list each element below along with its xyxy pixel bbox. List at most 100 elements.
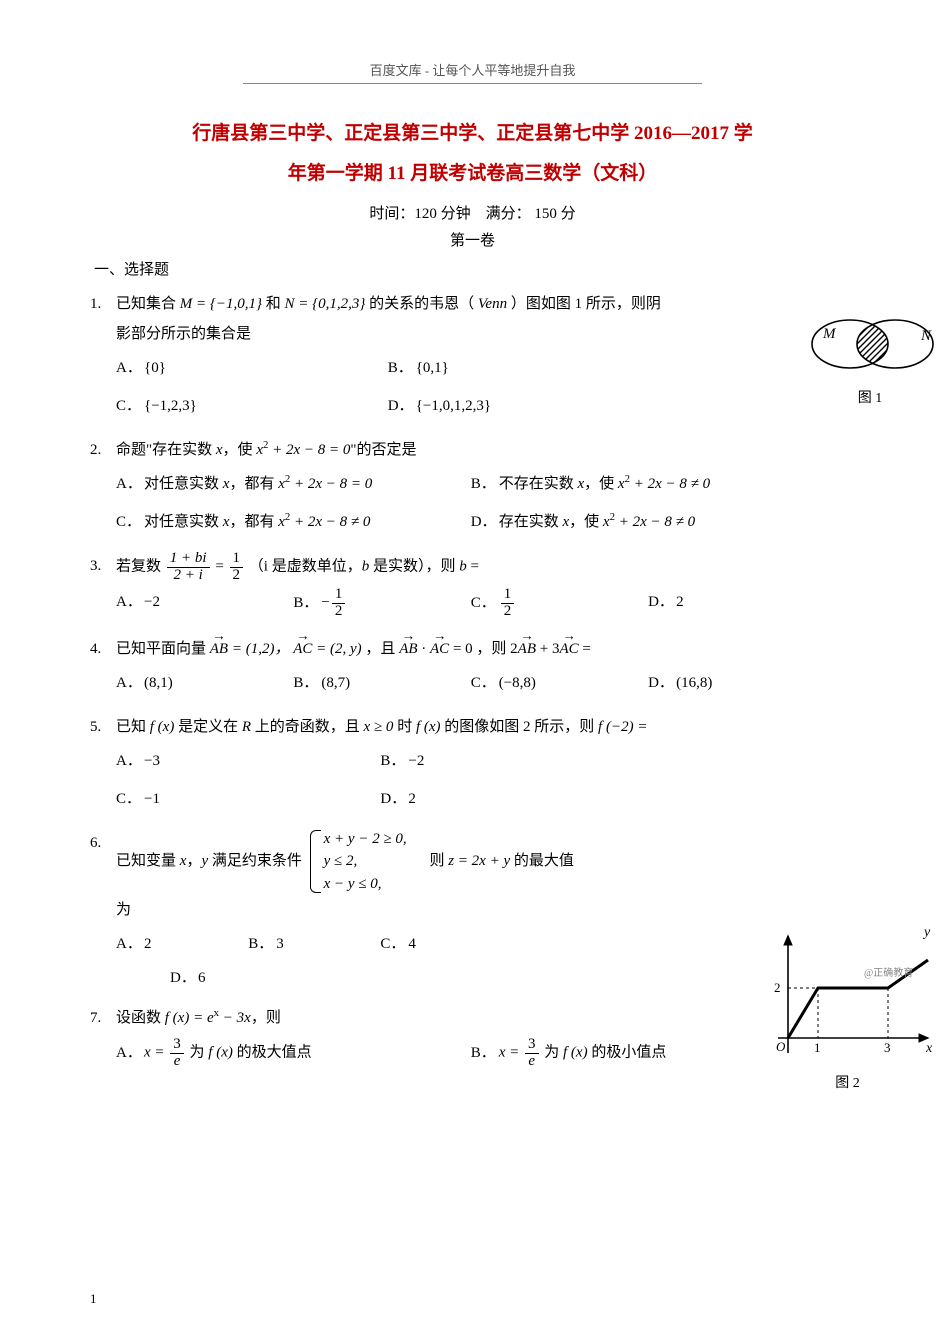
q4-plus: + bbox=[536, 641, 552, 657]
q2-a-t2: ，都有 bbox=[229, 476, 278, 492]
q5-options: A．−3 B．−2 C．−1 D．2 bbox=[116, 742, 667, 818]
q4-2: 2 bbox=[510, 641, 518, 657]
graph-tick-3: 3 bbox=[884, 1040, 891, 1055]
q4-a: 已知平面向量 bbox=[116, 641, 210, 657]
label-a: A． bbox=[116, 746, 144, 776]
q5-c-val: −1 bbox=[144, 791, 160, 807]
label-b: B． bbox=[471, 469, 499, 499]
label-c: C． bbox=[471, 668, 499, 698]
q6-b: ， bbox=[186, 853, 201, 869]
q6-z: z = 2x + y bbox=[448, 853, 510, 869]
q5-fn2: f (−2) = bbox=[598, 719, 647, 735]
q7-b-t1: 为 bbox=[541, 1045, 564, 1061]
label-a: A． bbox=[116, 587, 144, 617]
q4-options: A．(8,1) B．(8,7) C．(−8,8) D．(16,8) bbox=[116, 664, 855, 702]
q7-a-t2: 的极大值点 bbox=[233, 1045, 312, 1061]
q2-opt-d: D．存在实数 x，使 x2 + 2x − 8 ≠ 0 bbox=[471, 507, 826, 537]
venn-diagram-svg: M N bbox=[795, 316, 945, 378]
q1-set-n: N = {0,1,2,3} bbox=[285, 296, 366, 312]
q5-opt-b: B．−2 bbox=[380, 746, 644, 776]
q7-b-xeq: x = bbox=[499, 1045, 523, 1061]
doc-title-line2: 年第一学期 11 月联考试卷高三数学（文科） bbox=[90, 154, 855, 194]
q2-d-t1: 存在实数 bbox=[499, 514, 563, 530]
q7-a: 设函数 bbox=[116, 1010, 165, 1026]
q3-rhs-frac: 12 bbox=[230, 551, 244, 584]
q4-vec-ab: AB bbox=[210, 634, 228, 664]
q6-c-val: 4 bbox=[408, 936, 416, 952]
label-a: A． bbox=[116, 469, 144, 499]
question-2: 2. 命题"存在实数 x，使 x2 + 2x − 8 = 0"的否定是 A．对任… bbox=[90, 435, 855, 541]
q5-number: 5. bbox=[90, 712, 116, 742]
figure-1-label: 图 1 bbox=[795, 387, 945, 407]
q3-lhs-frac: 1 + bi2 + i bbox=[167, 551, 210, 584]
label-d: D． bbox=[648, 668, 676, 698]
q6-d-val: 6 bbox=[198, 970, 206, 986]
q2-a-eq: x2 + 2x − 8 = 0 bbox=[278, 476, 372, 492]
q4-c: ，则 bbox=[476, 641, 510, 657]
q7-b-frac: 3e bbox=[525, 1037, 539, 1070]
q6-opt-b: B．3 bbox=[248, 929, 380, 959]
q4-ab-val: = (1,2)， bbox=[228, 641, 289, 657]
q7-opt-a: A．x = 3e 为 f (x) 的极大值点 bbox=[116, 1037, 471, 1070]
q1-text-d: ）图如图 1 所示，则阴 bbox=[511, 296, 661, 312]
q6-a-val: 2 bbox=[144, 936, 152, 952]
q1-number: 1. bbox=[90, 289, 116, 319]
q7-fx: f (x) = ex − 3x bbox=[165, 1010, 251, 1026]
q4-opt-d: D．(16,8) bbox=[648, 668, 825, 698]
label-d: D． bbox=[380, 784, 408, 814]
q3-b-pre: − bbox=[321, 595, 329, 611]
q4-b-val: (8,7) bbox=[321, 675, 350, 691]
q3-a-val: −2 bbox=[144, 594, 160, 610]
q3-body: 若复数 1 + bi2 + i = 12 （i 是虚数单位，b 是实数），则 b… bbox=[116, 551, 855, 584]
q6-sys2: y ≤ 2, bbox=[324, 850, 407, 873]
header-underline bbox=[243, 83, 702, 84]
q4-eqq: = bbox=[579, 641, 591, 657]
q4-vec-ac: AC bbox=[293, 634, 312, 664]
q6-number: 6. bbox=[90, 828, 116, 858]
q2-b: ，使 bbox=[223, 442, 257, 458]
q7-b: ，则 bbox=[251, 1010, 281, 1026]
graph-y-label: y bbox=[922, 928, 931, 940]
label-b: B． bbox=[293, 588, 321, 618]
venn-m-label: M bbox=[822, 326, 837, 342]
q4-ab3: AB bbox=[518, 634, 536, 664]
q1-d-val: {−1,0,1,2,3} bbox=[416, 398, 491, 414]
figure-1-venn: M N 图 1 bbox=[795, 316, 945, 407]
label-c: C． bbox=[116, 507, 144, 537]
section-1-label: 一、选择题 bbox=[94, 258, 855, 279]
q3-b-frac: 12 bbox=[332, 587, 346, 620]
graph-tick-2y: 2 bbox=[774, 980, 781, 995]
label-b: B． bbox=[248, 929, 276, 959]
q1-c-val: {−1,2,3} bbox=[144, 398, 197, 414]
q2-a: 命题"存在实数 bbox=[116, 442, 216, 458]
q4-ac2: AC bbox=[430, 634, 449, 664]
q1-text-b: 和 bbox=[266, 296, 285, 312]
page-number: 1 bbox=[90, 1291, 97, 1307]
q7-options: A．x = 3e 为 f (x) 的极大值点 B．x = 3e 为 f (x) … bbox=[116, 1033, 855, 1074]
question-1: 1. 已知集合 M = {−1,0,1} 和 N = {0,1,2,3} 的关系… bbox=[90, 289, 855, 425]
q7-b-fx: f (x) bbox=[563, 1045, 588, 1061]
q7-number: 7. bbox=[90, 1003, 116, 1033]
q6-opt-c: C．4 bbox=[380, 929, 512, 959]
q5-r: R bbox=[242, 719, 251, 735]
graph-watermark: @正确教育 bbox=[864, 966, 913, 979]
q1-b-val: {0,1} bbox=[416, 360, 449, 376]
q4-c-val: (−8,8) bbox=[499, 675, 536, 691]
question-7: 7. 设函数 f (x) = ex − 3x，则 A．x = 3e 为 f (x… bbox=[90, 1003, 855, 1074]
question-3: 3. 若复数 1 + bi2 + i = 12 （i 是虚数单位，b 是实数），… bbox=[90, 551, 855, 624]
q7-body: 设函数 f (x) = ex − 3x，则 bbox=[116, 1003, 855, 1033]
q4-ac3: AC bbox=[559, 634, 578, 664]
q7-b-t2: 的极小值点 bbox=[588, 1045, 667, 1061]
header-tagline: 百度文库 - 让每个人平等地提升自我 bbox=[90, 60, 855, 79]
q2-b-t1: 不存在实数 bbox=[499, 476, 578, 492]
q2-d-eq: x2 + 2x − 8 ≠ 0 bbox=[603, 514, 695, 530]
q5-body: 已知 f (x) 是定义在 R 上的奇函数，且 x ≥ 0 时 f (x) 的图… bbox=[116, 712, 855, 742]
q6-sys3: x − y ≤ 0, bbox=[324, 873, 407, 896]
q1-a-val: {0} bbox=[144, 360, 166, 376]
label-a: A． bbox=[116, 929, 144, 959]
q7-a-xeq: x = bbox=[144, 1045, 168, 1061]
q3-opt-b: B．−12 bbox=[293, 587, 470, 620]
label-a: A． bbox=[116, 668, 144, 698]
q5-cond: x ≥ 0 bbox=[364, 719, 394, 735]
label-c: C． bbox=[471, 588, 499, 618]
